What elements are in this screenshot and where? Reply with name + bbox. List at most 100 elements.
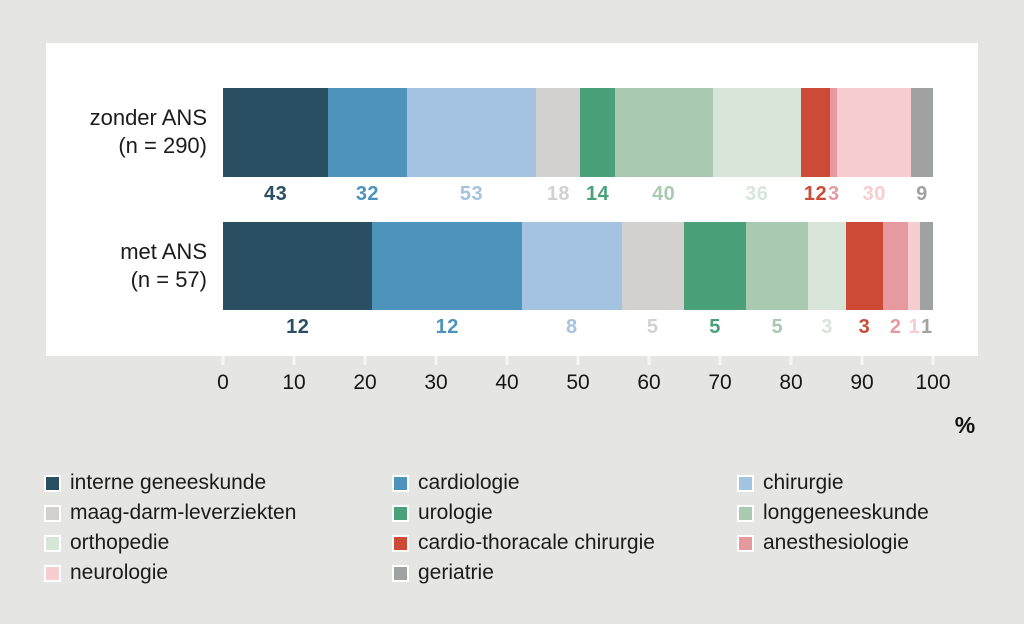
row-label-line1: zonder ANS [89,105,207,130]
x-axis-tick [505,356,509,365]
segment-value-label-anesthesiologie: 2 [889,316,902,338]
legend-label: urologie [418,501,493,524]
legend-label: maag-darm-leverziekten [70,501,297,524]
bar-segment-anesthesiologie [883,222,908,310]
legend-item-maag-darm-leverziekten: maag-darm-leverziekten [44,501,392,525]
legend-label: cardio-thoracale chirurgie [418,531,655,554]
legend-swatch-icon [392,564,409,582]
legend-swatch-icon [44,534,61,552]
segment-value-label-interne-geneeskunde: 12 [286,316,310,338]
segment-value-label-geriatrie: 1 [920,316,933,338]
x-axis-tick-label: 70 [708,371,732,394]
bar-segment-interne-geneeskunde [223,88,329,177]
x-axis-tick-labels: 0 10 20 30 40 50 60 70 80 90 100 [217,371,950,397]
bar-segment-maag-darm-leverziekten [621,222,684,310]
bar-segment-cardio-thoracale-chirurgie [845,222,884,310]
x-axis-tick-label: 60 [637,371,661,394]
bar-segment-orthopedie [712,88,801,177]
segment-value-label-chirurgie: 53 [459,183,484,205]
legend-swatch-icon [44,564,61,582]
bar-segment-geriatrie [920,222,933,310]
bar-segment-interne-geneeskunde [223,222,373,310]
x-axis-tick [221,356,225,365]
bar-segment-urologie [580,88,615,177]
legend-item-chirurgie: chirurgie [737,471,1004,495]
bar-segment-cardiologie [328,88,407,177]
x-axis-tick-label: 0 [217,371,229,394]
legend-swatch-icon [737,474,754,492]
legend-label: anesthesiologie [763,531,909,554]
row-label-line1: met ANS [120,239,207,264]
segment-value-label-longgeneeskunde: 5 [771,316,784,338]
x-axis-tick-label: 50 [566,371,590,394]
bar-segment-cardio-thoracale-chirurgie [800,88,831,177]
legend-swatch-icon [392,534,409,552]
segment-value-label-neurologie: 1 [908,316,921,338]
legend-item-urologie: urologie [392,501,737,525]
legend-item-interne-geneeskunde: interne geneeskunde [44,471,392,495]
x-axis-tick-label: 100 [915,371,951,394]
stacked-bar-zonder-ans [223,88,933,177]
x-axis-tick-label: 30 [424,371,448,394]
legend-item-longgeneeskunde: longgeneeskunde [737,501,1004,525]
legend-label: orthopedie [70,531,170,554]
segment-value-label-geriatrie: 9 [916,183,928,205]
x-axis-tick-label: 10 [282,371,306,394]
segment-value-label-urologie: 14 [585,183,610,205]
legend-label: longgeneeskunde [763,501,929,524]
x-axis-tick [931,356,935,365]
x-axis-tick [647,356,651,365]
x-axis-tick [860,356,864,365]
segment-value-labels-zonder-ans: 43 32 53 18 14 40 36 12 3 30 9 [223,183,933,205]
bar-segment-anesthesiologie [830,88,838,177]
legend-swatch-icon [392,474,409,492]
legend-item-neurologie: neurologie [44,561,392,585]
stacked-bar-met-ans [223,222,933,310]
legend: interne geneeskunde cardiologie chirurgie m… [44,468,1004,588]
x-axis-tick-label: 40 [495,371,519,394]
segment-value-label-longgeneeskunde: 40 [652,183,676,205]
legend-label: neurologie [70,561,169,584]
segment-value-labels-met-ans: 12 12 8 5 5 5 3 3 2 1 1 [223,316,933,338]
row-label-zonder-ans: zonder ANS (n = 290) [46,104,207,160]
x-axis-tick-label: 20 [353,371,377,394]
x-axis-tick-label: 80 [779,371,803,394]
legend-item-cardio-thoracale-chirurgie: cardio-thoracale chirurgie [392,531,737,555]
x-axis-unit-label: % [954,412,976,438]
x-axis-tick-label: 90 [850,371,874,394]
segment-value-label-chirurgie: 8 [565,316,578,338]
x-axis-tick [789,356,793,365]
segment-value-label-cardiologie: 32 [355,183,380,205]
bar-segment-neurologie [837,88,911,177]
segment-value-label-urologie: 5 [709,316,721,338]
segment-value-label-cardio-thoracale-chirurgie: 12 [803,183,828,205]
legend-item-orthopedie: orthopedie [44,531,392,555]
x-axis-tick [576,356,580,365]
bar-segment-urologie [683,222,747,310]
x-axis-tick [363,356,367,365]
legend-item-geriatrie: geriatrie [392,561,737,585]
segment-value-label-neurologie: 30 [862,183,886,205]
x-axis-tick [434,356,438,365]
segment-value-label-orthopedie: 3 [821,316,833,338]
legend-label: chirurgie [763,471,844,494]
legend-swatch-icon [392,504,409,522]
row-label-line2: (n = 290) [118,133,207,158]
segment-value-label-cardio-thoracale-chirurgie: 3 [858,316,871,338]
bar-segment-longgeneeskunde [746,222,809,310]
segment-value-label-orthopedie: 36 [745,183,769,205]
bar-segment-neurologie [908,222,921,310]
legend-swatch-icon [737,504,754,522]
bar-segment-geriatrie [910,88,933,177]
bar-segment-chirurgie [406,88,537,177]
legend-label: cardiologie [418,471,520,494]
row-label-line2: (n = 57) [130,267,207,292]
segment-value-label-maag-darm-leverziekten: 5 [646,316,659,338]
legend-item-cardiologie: cardiologie [392,471,737,495]
bar-segment-longgeneeskunde [614,88,713,177]
segment-value-label-maag-darm-leverziekten: 18 [546,183,571,205]
x-axis-ticks [221,356,935,365]
legend-swatch-icon [44,504,61,522]
legend-item-anesthesiologie: anesthesiologie [737,531,1004,555]
